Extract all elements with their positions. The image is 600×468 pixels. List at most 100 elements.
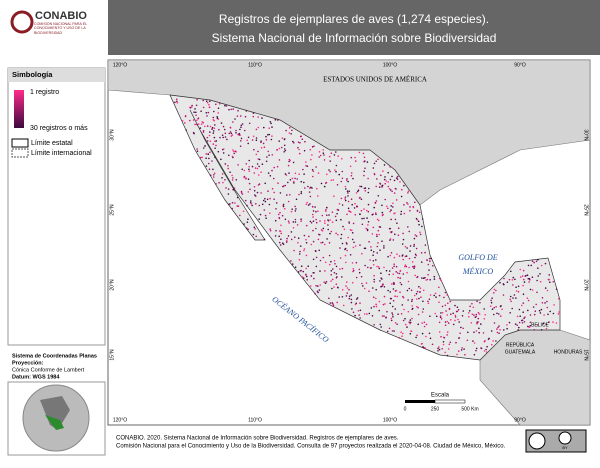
record-dot <box>240 140 242 142</box>
record-dot <box>387 171 390 174</box>
record-dot <box>469 305 471 308</box>
record-dot <box>477 321 480 323</box>
record-dot <box>261 203 264 206</box>
record-dot <box>432 265 434 267</box>
record-dot <box>329 302 332 304</box>
record-dot <box>433 275 436 278</box>
record-dot <box>421 311 424 313</box>
record-dot <box>294 210 297 212</box>
record-dot <box>350 172 353 174</box>
record-dot <box>372 251 375 253</box>
record-dot <box>214 156 216 158</box>
record-dot <box>231 201 234 204</box>
record-dot <box>413 243 416 246</box>
record-dot <box>233 150 235 153</box>
record-dot <box>328 242 331 244</box>
record-dot <box>365 282 368 284</box>
record-dot <box>529 288 532 291</box>
record-dot <box>243 176 245 179</box>
record-dot <box>364 187 367 189</box>
record-dot <box>389 291 392 293</box>
record-dot <box>274 219 277 222</box>
record-dot <box>467 331 469 334</box>
record-dot <box>321 241 324 244</box>
record-dot <box>424 251 426 254</box>
record-dot <box>370 307 373 309</box>
record-dot <box>363 170 366 173</box>
record-dot <box>270 122 272 125</box>
record-dot <box>297 141 300 143</box>
record-dot <box>274 235 277 237</box>
record-dot <box>352 268 355 270</box>
record-dot <box>342 304 345 307</box>
record-dot <box>200 110 202 112</box>
record-dot <box>389 238 392 240</box>
record-dot <box>394 233 396 236</box>
record-dot <box>208 103 210 106</box>
record-dot <box>346 287 349 289</box>
record-dot <box>410 289 413 292</box>
record-dot <box>339 247 341 249</box>
record-dot <box>383 295 386 298</box>
record-dot <box>402 238 405 241</box>
record-dot <box>538 309 541 312</box>
record-dot <box>294 218 297 221</box>
record-dot <box>509 295 512 298</box>
record-dot <box>352 311 355 314</box>
record-dot <box>424 276 426 279</box>
record-dot <box>522 284 524 287</box>
record-dot <box>394 322 397 324</box>
record-dot <box>381 240 383 242</box>
record-dot <box>251 204 253 207</box>
record-dot <box>377 229 380 232</box>
record-dot <box>416 275 419 278</box>
record-dot <box>319 154 322 157</box>
record-dot <box>377 195 380 197</box>
record-dot <box>312 216 314 218</box>
record-dot <box>536 279 538 282</box>
record-dot <box>391 231 393 233</box>
record-dot <box>273 177 275 180</box>
record-dot <box>323 243 326 246</box>
record-dot <box>424 244 427 246</box>
record-dot <box>344 185 347 188</box>
record-dot <box>192 131 195 134</box>
record-dot <box>313 145 315 147</box>
record-dot <box>475 349 477 352</box>
record-dot <box>334 169 336 171</box>
record-dot <box>523 321 526 323</box>
record-dot <box>335 219 338 222</box>
record-dot <box>340 218 342 221</box>
record-dot <box>366 313 368 315</box>
record-dot <box>292 161 295 164</box>
record-dot <box>367 203 370 206</box>
record-dot <box>473 342 476 344</box>
record-dot <box>252 233 255 236</box>
record-dot <box>286 194 288 196</box>
record-dot <box>475 330 478 332</box>
record-dot <box>279 192 282 194</box>
record-dot <box>202 121 204 124</box>
legend-header <box>8 68 105 82</box>
record-dot <box>335 232 337 235</box>
record-dot <box>446 320 449 323</box>
record-dot <box>215 183 217 185</box>
record-dot <box>493 306 496 309</box>
record-dot <box>516 315 519 318</box>
record-dot <box>521 275 524 277</box>
record-dot <box>518 326 520 329</box>
record-dot <box>312 175 314 178</box>
record-dot <box>385 317 387 319</box>
record-dot <box>343 228 346 231</box>
record-dot <box>415 235 418 237</box>
record-dot <box>411 261 414 263</box>
record-dot <box>311 206 314 208</box>
record-dot <box>437 350 439 352</box>
record-dot <box>176 98 178 100</box>
record-dot <box>409 332 412 335</box>
record-dot <box>328 169 330 171</box>
record-dot <box>338 203 341 205</box>
record-dot <box>407 299 409 301</box>
record-dot <box>527 299 530 302</box>
record-dot <box>359 309 362 312</box>
